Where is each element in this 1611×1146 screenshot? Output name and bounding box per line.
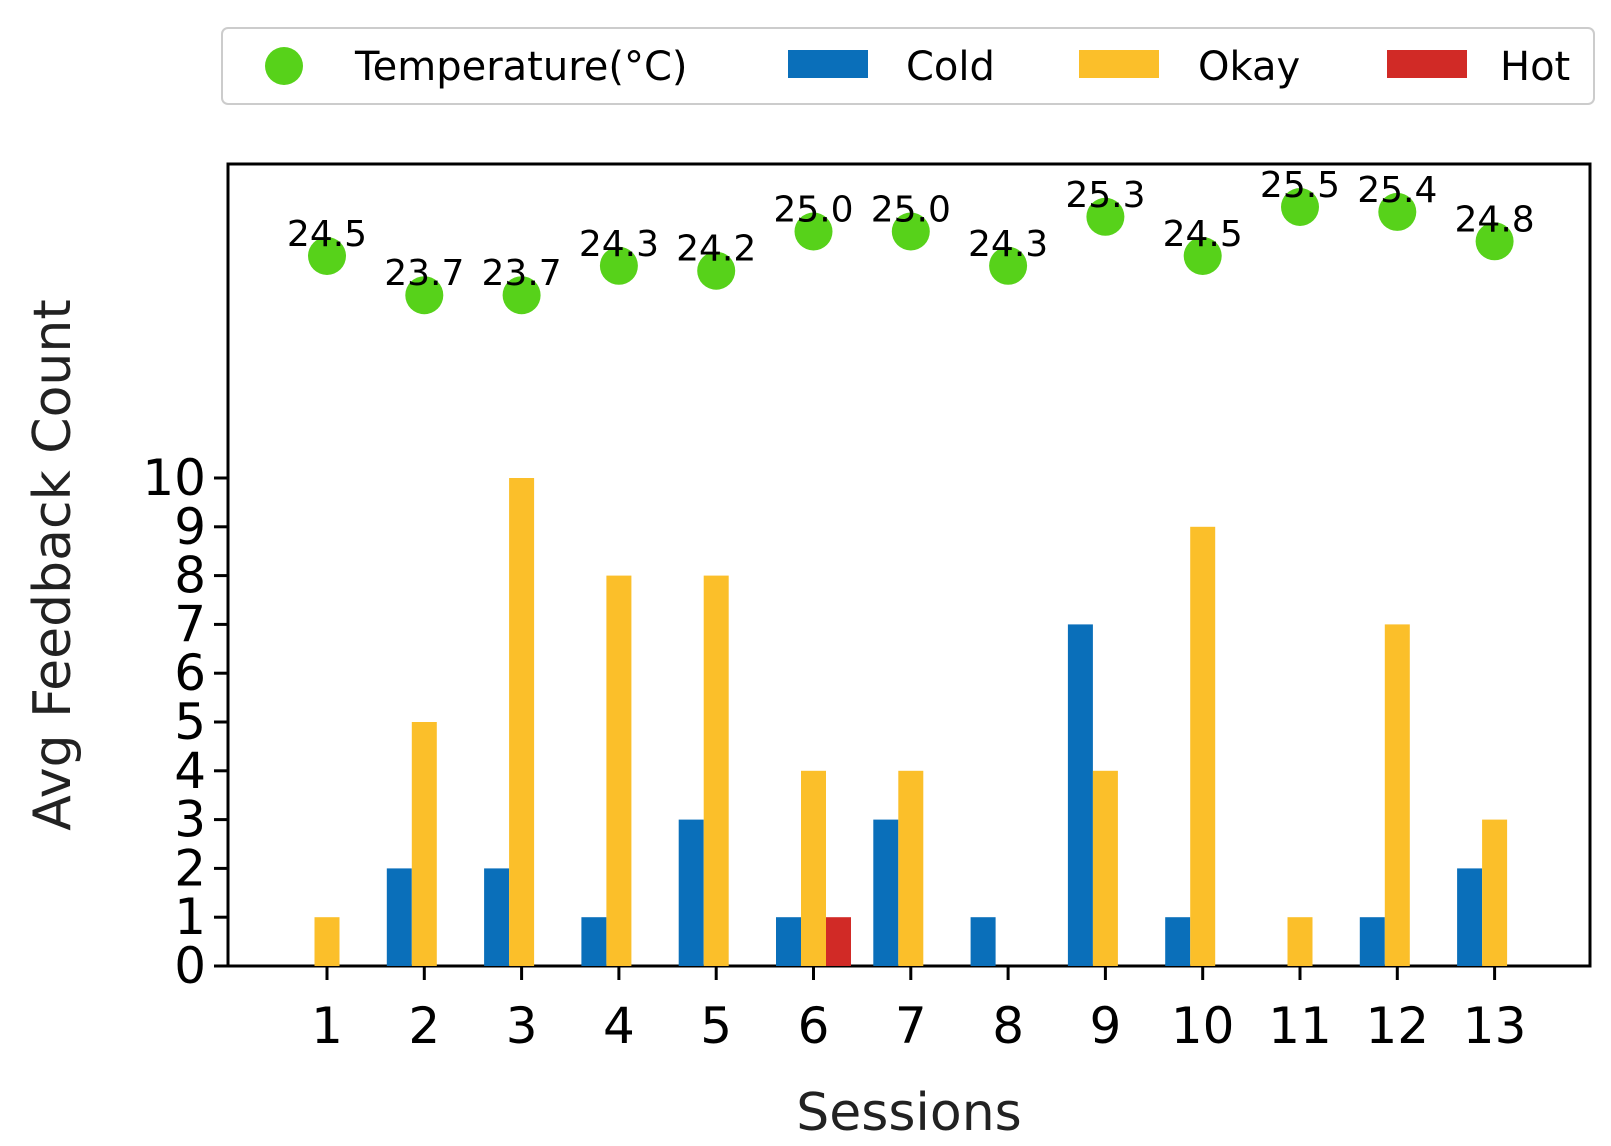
temperature-label: 25.0	[773, 190, 853, 231]
bar-cold-6	[776, 917, 801, 966]
temperature-point-4	[599, 246, 638, 285]
temperature-point-10	[1183, 237, 1222, 275]
legend: Temperature(°C) Cold Okay Hot	[221, 27, 1595, 105]
bar-cold-7	[873, 819, 899, 966]
x-tick-label: 8	[992, 997, 1024, 1055]
temperature-point-5	[697, 251, 736, 290]
bar-okay-9	[1092, 770, 1118, 966]
bar-okay-4	[606, 575, 632, 966]
y-tick-label: 5	[174, 693, 206, 751]
bar-okay-1	[314, 917, 340, 966]
temperature-label: 23.7	[482, 253, 562, 294]
x-tick-label: 2	[408, 997, 440, 1055]
bar-cold-13	[1457, 868, 1483, 966]
x-tick-label: 5	[700, 997, 732, 1055]
legend-hot-label: Hot	[1500, 44, 1570, 90]
bar-okay-11	[1287, 917, 1313, 966]
temperature-point-13	[1475, 222, 1514, 261]
bar-okay-13	[1482, 819, 1508, 966]
x-tick-label: 12	[1365, 997, 1429, 1055]
bar-okay-5	[703, 575, 729, 966]
y-tick-label: 0	[174, 937, 206, 995]
temperature-point-12	[1378, 192, 1417, 231]
bar-cold-9	[1067, 624, 1093, 966]
bar-cold-5	[678, 819, 704, 966]
legend-hot-swatch	[1387, 50, 1467, 78]
x-tick-label: 9	[1089, 997, 1121, 1055]
temperature-label: 24.5	[1163, 214, 1243, 255]
temperature-point-1	[308, 237, 346, 275]
bar-cold-12	[1359, 917, 1385, 966]
temperature-label: 25.5	[1260, 165, 1340, 206]
bars	[314, 478, 1508, 966]
x-axis-ticks: 1 2 3 4 5 6 7 8 9 10 11 12 13	[311, 966, 1526, 1055]
x-tick-label: 6	[798, 997, 830, 1055]
x-tick-label: 4	[603, 997, 635, 1055]
y-tick-label: 1	[174, 888, 206, 946]
temperature-point-11	[1281, 188, 1319, 226]
bar-cold-2	[386, 868, 412, 966]
bar-cold-8	[970, 917, 996, 966]
y-tick-label: 6	[174, 644, 206, 702]
y-tick-label: 2	[174, 839, 206, 897]
temperature-label: 24.3	[968, 224, 1048, 265]
y-tick-label: 3	[174, 791, 206, 849]
legend-cold-swatch	[788, 50, 868, 78]
x-tick-label: 10	[1171, 997, 1235, 1055]
x-axis-title: Sessions	[796, 1083, 1022, 1143]
bar-cold-3	[484, 868, 510, 966]
temperature-series: 24.5 23.7 23.7 24.3 24.2 25.0 25.0 24.3 25.3 24.5…	[287, 165, 1535, 315]
bar-cold-10	[1165, 917, 1191, 966]
bar-okay-6	[801, 770, 826, 966]
temperature-label: 25.3	[1065, 175, 1145, 216]
temperature-label: 25.4	[1357, 170, 1437, 211]
bar-okay-12	[1384, 624, 1410, 966]
bar-okay-2	[411, 722, 437, 966]
temperature-point-2	[405, 276, 444, 315]
x-tick-label: 13	[1463, 997, 1527, 1055]
legend-cold-label: Cold	[906, 44, 995, 90]
temperature-label: 25.0	[871, 190, 951, 231]
legend-frame	[221, 27, 1595, 105]
legend-temperature-label: Temperature(°C)	[354, 44, 688, 90]
temperature-point-8	[989, 246, 1028, 285]
y-tick-label: 4	[174, 742, 206, 800]
legend-okay-label: Okay	[1198, 44, 1300, 90]
x-tick-label: 1	[311, 997, 343, 1055]
temperature-label: 24.8	[1455, 199, 1535, 240]
legend-temperature-marker	[265, 47, 303, 85]
temperature-point-7	[891, 212, 930, 251]
x-tick-label: 7	[895, 997, 927, 1055]
bar-okay-7	[898, 770, 924, 966]
y-tick-label: 9	[174, 498, 206, 556]
y-tick-label: 8	[174, 547, 206, 605]
x-tick-label: 11	[1268, 997, 1332, 1055]
temperature-label: 24.3	[579, 224, 659, 265]
temperature-label: 23.7	[384, 253, 464, 294]
bar-okay-3	[509, 478, 535, 966]
bar-cold-4	[581, 917, 607, 966]
temperature-label: 24.2	[676, 229, 756, 270]
temperature-point-6	[794, 212, 833, 251]
y-axis-title: Avg Feedback Count	[23, 299, 83, 830]
temperature-point-9	[1086, 197, 1125, 236]
x-tick-label: 3	[506, 997, 538, 1055]
bar-hot-6	[826, 917, 851, 966]
y-tick-label: 10	[142, 449, 206, 507]
legend-okay-swatch	[1079, 50, 1159, 78]
temperature-label: 24.5	[287, 214, 367, 255]
bar-okay-10	[1190, 526, 1216, 966]
y-tick-label: 7	[174, 595, 206, 653]
temperature-point-3	[502, 276, 541, 315]
